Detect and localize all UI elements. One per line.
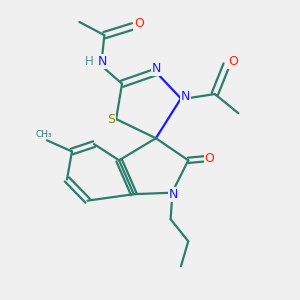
Text: S: S	[107, 112, 115, 126]
Text: N: N	[152, 62, 161, 75]
Text: O: O	[134, 17, 144, 30]
Text: N: N	[181, 91, 190, 103]
Text: N: N	[97, 56, 107, 68]
Text: CH₃: CH₃	[35, 130, 52, 140]
Text: N: N	[169, 188, 178, 201]
Text: O: O	[205, 152, 214, 165]
Text: O: O	[228, 55, 238, 68]
Text: H: H	[85, 56, 94, 68]
